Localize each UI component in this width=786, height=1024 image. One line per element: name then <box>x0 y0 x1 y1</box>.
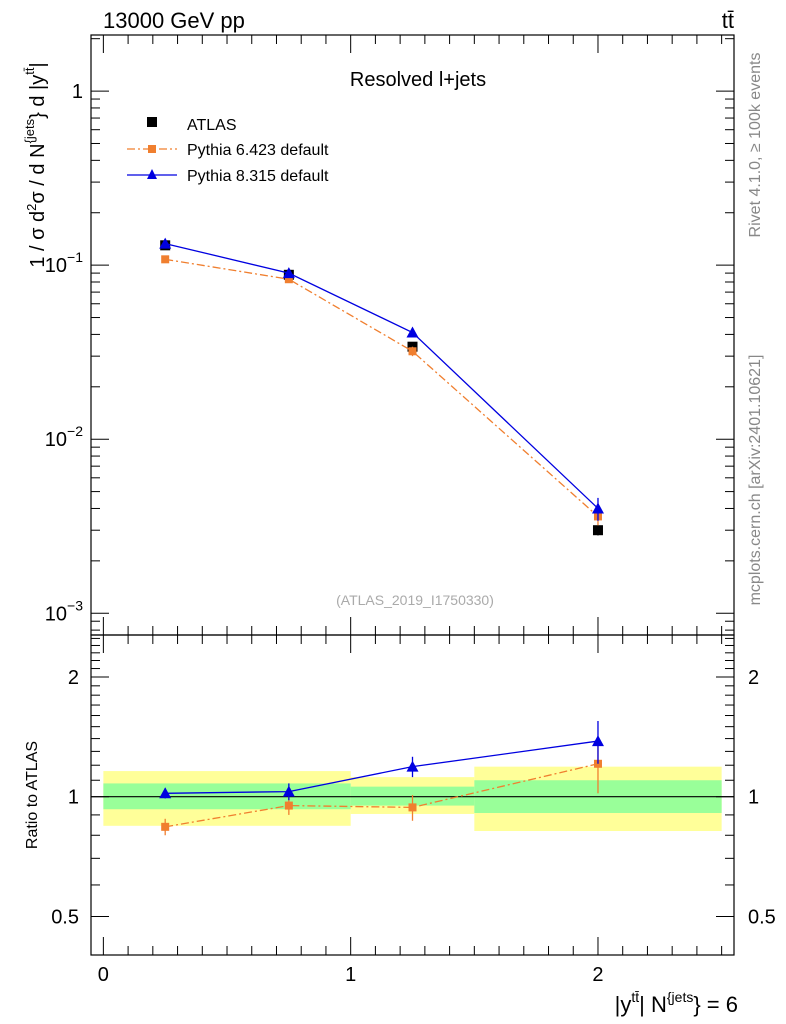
series-line <box>165 242 599 509</box>
legend-pythia8-marker <box>147 169 157 179</box>
ratio-ylabel: Ratio to ATLAS <box>24 741 41 849</box>
legend-atlas-label: ATLAS <box>187 117 237 134</box>
y-tick-label: 1 <box>68 787 79 809</box>
legend-pythia6-label: Pythia 6.423 default <box>187 142 329 159</box>
y-tick-label: 2 <box>68 667 79 689</box>
y-tick-label-right: 0.5 <box>748 906 776 928</box>
x-tick-label: 1 <box>345 964 356 986</box>
y-tick-label: 0.5 <box>51 906 79 928</box>
ratio-panel: 0.5 0.5 1 1 2 2 0 1 2 Ratio to ATLAS <box>24 634 776 986</box>
ratio-plot-area: 0.5 0.5 1 1 2 2 0 1 2 <box>51 635 776 986</box>
series-line <box>165 740 599 794</box>
y-tick-label: 10−3 <box>45 597 83 625</box>
analysis-watermark: (ATLAS_2019_I1750330) <box>336 592 494 608</box>
rivet-label: Rivet 4.1.0, ≥ 100k events <box>747 53 764 238</box>
data-point <box>282 785 295 797</box>
xlabel: |ytt̄| N{jets} = 6 <box>615 989 738 1017</box>
main-plot-area: 10−3 10−2 10−1 1 <box>45 35 734 635</box>
legend-atlas-marker <box>147 117 157 127</box>
data-point <box>161 822 170 831</box>
series-line <box>165 258 599 517</box>
data-point <box>591 502 604 514</box>
ratio-frame <box>90 634 735 956</box>
data-point <box>161 255 170 264</box>
main-ylabel: 1 / σ d2σ / d N{jets} d |ytt̄| <box>22 62 49 267</box>
legend-pythia8-label: Pythia 8.315 default <box>187 168 329 185</box>
data-point <box>284 275 293 284</box>
x-tick-label: 2 <box>592 964 603 986</box>
data-point <box>408 803 417 812</box>
process-label: tt̄ <box>722 8 734 33</box>
data-point <box>592 525 603 536</box>
y-tick-label: 10−2 <box>45 423 83 451</box>
series-line <box>165 763 599 828</box>
data-point <box>406 760 419 772</box>
y-tick-label: 10−1 <box>45 249 83 277</box>
data-point <box>408 347 417 356</box>
data-point <box>591 735 604 747</box>
mcplots-label: mcplots.cern.ch [arXiv:2401.10621] <box>747 355 764 606</box>
y-tick-label: 1 <box>72 81 83 103</box>
data-point <box>282 267 295 279</box>
energy-label: 13000 GeV pp <box>103 8 245 33</box>
main-panel: 10−3 10−2 10−1 1 Resolved l+jets (ATLAS_201… <box>22 34 735 636</box>
x-tick-label: 0 <box>98 964 109 986</box>
data-point <box>159 787 172 799</box>
data-point <box>406 326 419 338</box>
data-point <box>284 801 293 810</box>
legend: ATLAS Pythia 6.423 default Pythia 8.315 … <box>127 117 329 185</box>
y-tick-label-right: 1 <box>748 787 759 809</box>
data-point <box>159 237 172 249</box>
main-title: Resolved l+jets <box>350 69 486 91</box>
legend-pythia6-marker <box>148 145 156 153</box>
y-tick-label-right: 2 <box>748 667 759 689</box>
